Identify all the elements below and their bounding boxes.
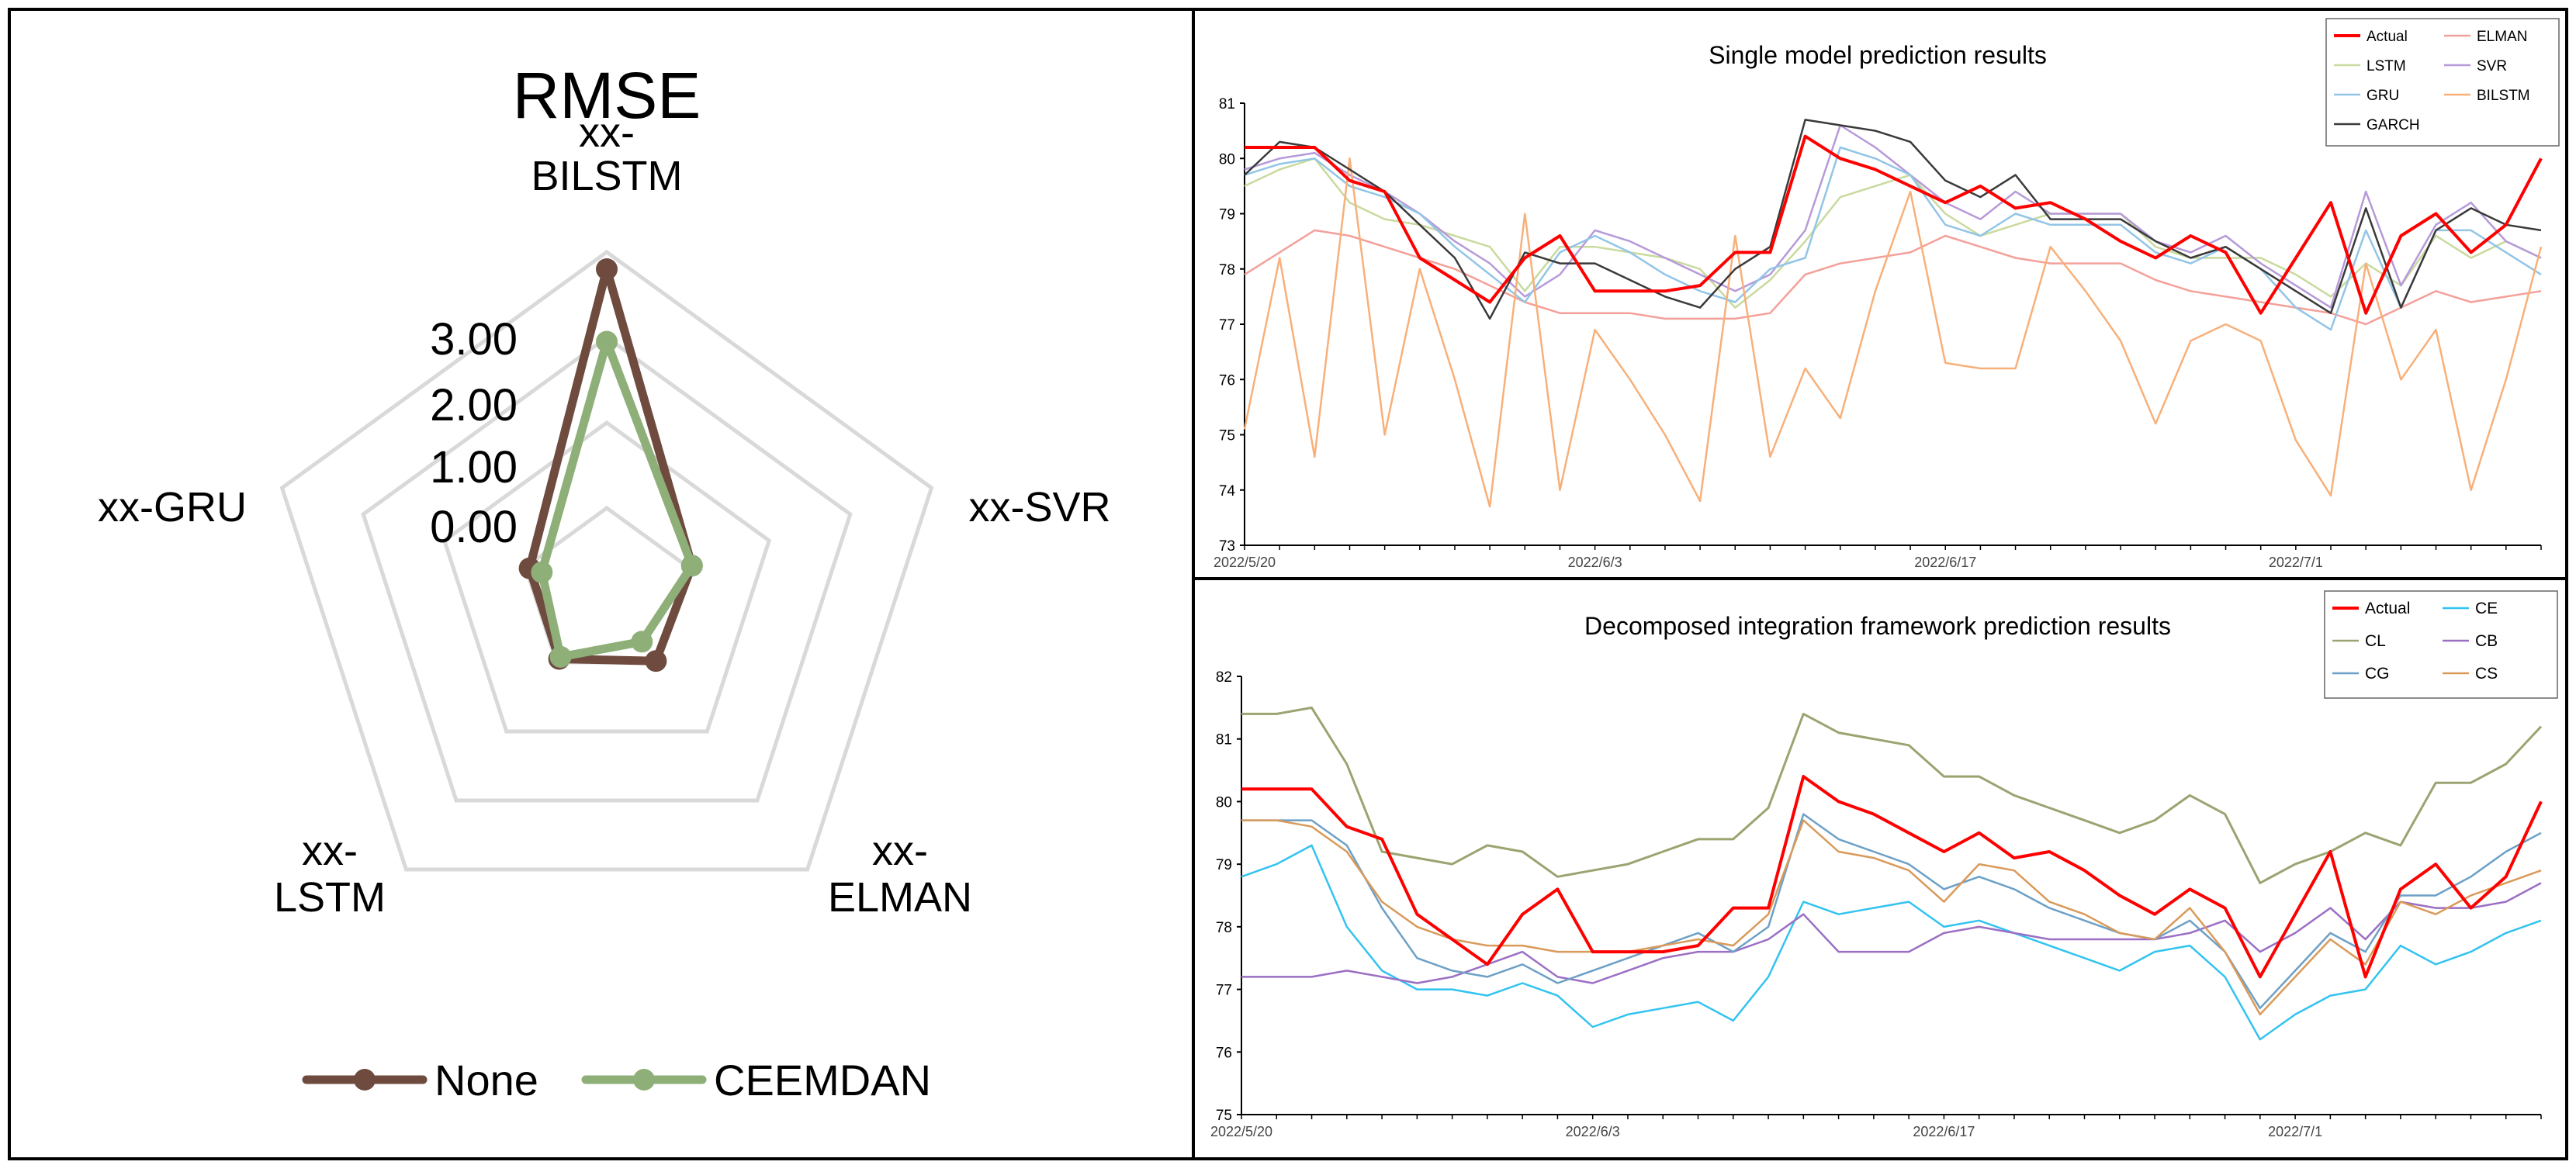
radar-legend-marker-none bbox=[354, 1069, 376, 1091]
single-legend-label: BILSTM bbox=[2477, 88, 2530, 104]
single-legend-label: GARCH bbox=[2367, 117, 2420, 133]
radar-tick-label: 3.00 bbox=[430, 314, 518, 365]
decomp-legend-box bbox=[2324, 590, 2558, 699]
single-x-tick-label: 2022/5/20 bbox=[1214, 555, 1276, 570]
single-series-elman bbox=[1244, 229, 2542, 326]
single-legend-label: ELMAN bbox=[2477, 29, 2527, 45]
decomp-legend-label: CG bbox=[2365, 665, 2390, 683]
single-y-tick-label: 81 bbox=[1219, 96, 1235, 112]
single-legend-label: Actual bbox=[2367, 29, 2408, 45]
radar-point-ceemdan bbox=[549, 645, 572, 668]
radar-axis-label: xx-GRU bbox=[98, 484, 247, 531]
radar-legend-marker-ceemdan bbox=[633, 1069, 655, 1091]
radar-tick-label: 0.00 bbox=[430, 502, 518, 552]
decomp-legend-label: CS bbox=[2475, 665, 2498, 683]
decomp-series-cl bbox=[1241, 706, 2543, 884]
radar-point-none bbox=[596, 258, 618, 280]
single-series-svr bbox=[1244, 124, 2542, 309]
single-series-gru bbox=[1244, 146, 2542, 331]
single-y-tick-label: 77 bbox=[1219, 317, 1235, 334]
radar-grid-ring bbox=[361, 334, 853, 803]
decomp-y-tick-label: 75 bbox=[1216, 1108, 1232, 1124]
radar-legend: None CEEMDAN bbox=[302, 1056, 931, 1105]
radar-axis-label: ELMAN bbox=[828, 874, 972, 921]
single-model-title: Single model prediction results bbox=[1709, 41, 2047, 69]
radar-series-line-ceemdan bbox=[537, 337, 697, 662]
radar-series bbox=[518, 258, 703, 672]
single-series-garch bbox=[1244, 119, 2542, 320]
decomp-series-actual bbox=[1241, 775, 2543, 979]
decomp-y-tick-label: 82 bbox=[1216, 669, 1232, 686]
decomp-legend: Actual CE CL CB CG CS bbox=[2324, 590, 2558, 699]
single-y-tick-label: 73 bbox=[1219, 538, 1235, 555]
decomp-y-tick-label: 79 bbox=[1216, 857, 1232, 873]
decomp-legend-label: CL bbox=[2365, 632, 2386, 650]
single-y-tick-label: 74 bbox=[1219, 483, 1236, 500]
decomp-y-tick-label: 77 bbox=[1216, 983, 1232, 999]
radar-legend-label-none: None bbox=[435, 1056, 538, 1105]
radar-point-ceemdan bbox=[596, 330, 618, 353]
single-legend-box bbox=[2325, 18, 2560, 147]
radar-grid-ring bbox=[279, 249, 934, 872]
radar-point-ceemdan bbox=[680, 555, 703, 577]
decomp-legend-label: CE bbox=[2475, 600, 2498, 617]
radar-axis-label: LSTM bbox=[274, 874, 386, 921]
decomp-y-tick-label: 80 bbox=[1216, 794, 1232, 811]
single-x-tick-label: 2022/7/1 bbox=[2269, 555, 2323, 570]
decomposed-title: Decomposed integration framework predict… bbox=[1584, 612, 2171, 640]
radar-tick-label: 2.00 bbox=[430, 380, 518, 430]
single-x-tick-label: 2022/6/3 bbox=[1568, 555, 1622, 570]
decomp-x-tick-label: 2022/5/20 bbox=[1210, 1124, 1272, 1139]
single-y-tick-label: 75 bbox=[1219, 428, 1235, 444]
decomp-x-tick-label: 2022/7/1 bbox=[2268, 1124, 2322, 1139]
decomp-series-cg bbox=[1241, 813, 2542, 1010]
radar-grid-ring bbox=[441, 420, 772, 734]
single-series-bilstm bbox=[1243, 157, 2543, 508]
decomposed-panel-border bbox=[1192, 577, 2568, 1160]
radar-axis-label: xx-SVR bbox=[968, 484, 1110, 531]
decomp-series-ce bbox=[1241, 844, 2542, 1041]
single-model-chart: Single model prediction results 73 74 75 76… bbox=[1214, 18, 2560, 570]
radar-tick-labels: 0.00 1.00 2.00 3.00 bbox=[430, 314, 518, 552]
single-y-tick-label: 76 bbox=[1219, 372, 1235, 389]
radar-chart: RMSE 0.001.002.003.00 xx-BILSTMxx-SVRxx-… bbox=[98, 59, 1111, 1105]
decomp-series-cb bbox=[1241, 882, 2542, 984]
radar-axis-label: xx- bbox=[872, 828, 928, 874]
decomp-x-tick-label: 2022/6/17 bbox=[1913, 1124, 1975, 1139]
single-x-tick-label: 2022/6/17 bbox=[1914, 555, 1976, 570]
single-y-tick-label: 78 bbox=[1219, 262, 1235, 278]
radar-title: RMSE bbox=[513, 59, 701, 132]
decomp-legend-label: CB bbox=[2475, 632, 2498, 650]
single-y-tick-label: 80 bbox=[1219, 151, 1235, 168]
decomp-x-tick-label: 2022/6/3 bbox=[1566, 1124, 1620, 1139]
single-series-actual bbox=[1245, 134, 2543, 315]
single-legend-label: LSTM bbox=[2367, 58, 2406, 74]
decomposed-chart: Decomposed integration framework predict… bbox=[1210, 590, 2558, 1139]
single-legend: Actual ELMAN LSTM SVR GRU BILSTM GARCH bbox=[2325, 18, 2560, 147]
decomp-series-cs bbox=[1241, 819, 2542, 1016]
decomp-y-tick-label: 81 bbox=[1216, 732, 1232, 748]
single-legend-label: SVR bbox=[2477, 58, 2507, 74]
single-series-lstm bbox=[1244, 157, 2542, 309]
decomp-y-tick-label: 78 bbox=[1216, 920, 1232, 936]
radar-point-ceemdan bbox=[631, 631, 653, 653]
radar-tick-label: 1.00 bbox=[430, 442, 518, 493]
radar-series-line-none bbox=[525, 264, 697, 666]
radar-point-ceemdan bbox=[531, 561, 553, 583]
radar-axis-label: BILSTM bbox=[531, 153, 682, 199]
radar-point-none bbox=[645, 650, 667, 672]
radar-axis-label: xx- bbox=[302, 828, 358, 874]
single-y-tick-label: 79 bbox=[1219, 207, 1235, 223]
decomp-legend-label: Actual bbox=[2365, 600, 2410, 617]
radar-grid bbox=[279, 249, 934, 872]
radar-axis-label: xx- bbox=[579, 109, 635, 156]
decomp-y-tick-label: 76 bbox=[1216, 1045, 1232, 1061]
single-legend-label: GRU bbox=[2367, 88, 2399, 104]
radar-legend-label-ceemdan: CEEMDAN bbox=[714, 1056, 931, 1105]
